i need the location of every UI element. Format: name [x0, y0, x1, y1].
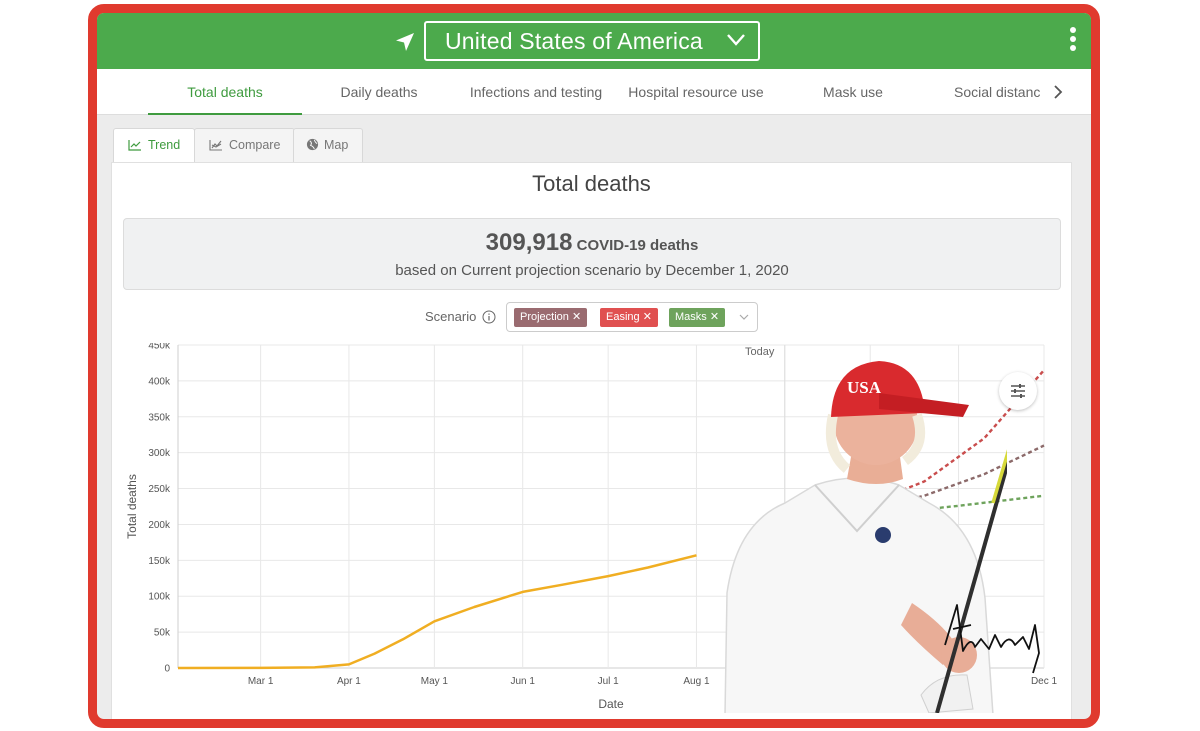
- tab-total-deaths[interactable]: Total deaths: [148, 69, 302, 115]
- summary-detail: based on Current projection scenario by …: [395, 262, 789, 279]
- y-tick-label: 150k: [148, 556, 171, 567]
- scenario-label: Scenario: [425, 309, 477, 324]
- scenario-chip-projection[interactable]: Projection ✕: [514, 308, 588, 327]
- tab-daily-deaths[interactable]: Daily deaths: [340, 84, 418, 100]
- today-label: Today: [745, 346, 775, 358]
- chevron-right-icon[interactable]: [1053, 85, 1063, 99]
- y-tick-label: 450k: [148, 343, 171, 352]
- tab-infections-testing[interactable]: Infections and testing: [469, 84, 603, 100]
- info-icon[interactable]: [482, 310, 496, 324]
- tab-social-distancing[interactable]: Social distanc: [954, 84, 1041, 100]
- x-tick-label: Aug 1: [683, 676, 710, 687]
- x-tick-label: Apr 1: [337, 676, 361, 687]
- scenario-select[interactable]: Projection ✕ Easing ✕ Masks ✕: [506, 302, 758, 332]
- globe-icon: [306, 138, 319, 151]
- x-tick-label: Dec 1: [1031, 676, 1058, 687]
- chip-label: Projection: [520, 311, 569, 323]
- metric-tabs: Total deaths Daily deaths Infections and…: [97, 69, 1091, 115]
- chart-settings-button[interactable]: [999, 372, 1037, 410]
- chevron-down-icon: [739, 314, 749, 320]
- y-tick-label: 100k: [148, 592, 171, 603]
- svg-text:USA: USA: [847, 378, 882, 397]
- chip-label: Masks: [675, 311, 707, 323]
- x-tick-label: Mar 1: [248, 676, 274, 687]
- summary-headline: 309,918 COVID-19 deaths: [124, 229, 1060, 257]
- subtab-compare-label: Compare: [229, 138, 281, 152]
- y-tick-label: 0: [164, 664, 170, 675]
- chip-label: Easing: [606, 311, 640, 323]
- subtab-trend[interactable]: Trend: [113, 128, 196, 164]
- x-tick-label: May 1: [421, 676, 449, 687]
- country-selector[interactable]: United States of America: [424, 21, 760, 61]
- series-line-observed: [177, 554, 697, 670]
- signature-overlay: [944, 604, 1040, 674]
- chevron-down-icon: [727, 34, 745, 46]
- death-unit: COVID-19 deaths: [576, 237, 699, 254]
- country-name: United States of America: [445, 28, 703, 54]
- y-tick-label: 400k: [148, 376, 171, 387]
- subtab-trend-label: Trend: [148, 138, 181, 152]
- tab-hospital-resource-use[interactable]: Hospital resource use: [628, 84, 764, 100]
- x-axis-label: Date: [598, 697, 624, 711]
- more-options-icon[interactable]: [1069, 27, 1077, 55]
- y-tick-label: 50k: [154, 628, 171, 639]
- y-axis-label: Total deaths: [125, 474, 139, 539]
- sliders-icon: [1011, 384, 1025, 398]
- scenario-chip-easing[interactable]: Easing ✕: [600, 308, 658, 327]
- series-line-projection: [869, 444, 1045, 510]
- location-arrow-icon[interactable]: [393, 30, 417, 54]
- death-count: 309,918: [485, 229, 573, 256]
- scenario-chip-masks[interactable]: Masks ✕: [669, 308, 726, 327]
- card-title: Total deaths: [532, 171, 651, 196]
- subtab-map-label: Map: [324, 138, 349, 152]
- tab-mask-use[interactable]: Mask use: [823, 84, 883, 100]
- line-chart-icon: [128, 140, 141, 151]
- top-bar: United States of America: [97, 13, 1091, 69]
- x-tick-label: Jun 1: [510, 676, 535, 687]
- subtab-map[interactable]: Map: [293, 128, 364, 162]
- app-frame: United States of America Total deaths Da…: [88, 4, 1100, 728]
- x-tick-label: Jul 1: [598, 676, 620, 687]
- compare-chart-icon: [209, 140, 222, 151]
- summary-box: 309,918 COVID-19 deaths based on Current…: [123, 218, 1061, 290]
- y-tick-label: 300k: [148, 448, 171, 459]
- y-tick-label: 350k: [148, 412, 171, 423]
- y-tick-label: 250k: [148, 484, 171, 495]
- y-tick-label: 200k: [148, 520, 171, 531]
- subtab-compare[interactable]: Compare: [194, 128, 296, 162]
- golfer-photo-overlay: USA: [724, 361, 1007, 713]
